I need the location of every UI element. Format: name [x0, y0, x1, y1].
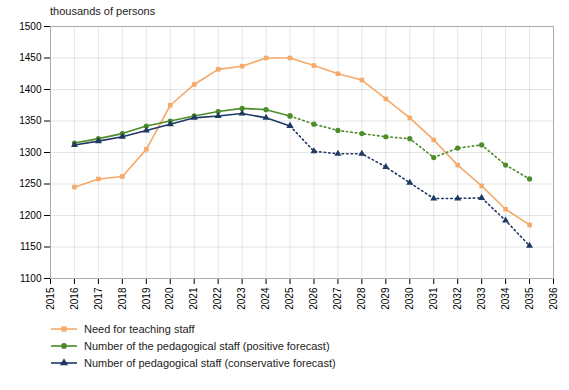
svg-text:1400: 1400 [19, 84, 42, 95]
html-text:Need for teaching staff: Need for teaching staff [84, 322, 195, 335]
svg-text:2028: 2028 [356, 287, 367, 310]
svg-text:2032: 2032 [452, 287, 463, 310]
svg-text:2021: 2021 [188, 287, 199, 310]
svg-text:2015: 2015 [45, 287, 56, 310]
svg-text:2033: 2033 [476, 287, 487, 310]
svg-text:1500: 1500 [19, 21, 42, 32]
svg-text:2035: 2035 [524, 287, 535, 310]
svg-text:2024: 2024 [260, 287, 271, 310]
html-text:Number of the pedagogical staf: Number of the pedagogical staff (positiv… [84, 339, 330, 352]
html-text:Number of pedagogical staff (c: Number of pedagogical staff (conservativ… [84, 356, 336, 369]
svg-text:2017: 2017 [93, 287, 104, 310]
svg-text:2018: 2018 [117, 287, 128, 310]
svg-text:1450: 1450 [19, 52, 42, 63]
svg-text:1300: 1300 [19, 147, 42, 158]
svg-text:2026: 2026 [308, 287, 319, 310]
svg-text:2034: 2034 [500, 287, 511, 310]
svg-text:1100: 1100 [20, 273, 42, 284]
svg-text:2023: 2023 [236, 287, 247, 310]
svg-text:2020: 2020 [164, 287, 175, 310]
svg-text:2019: 2019 [141, 287, 152, 310]
svg-text:2036: 2036 [548, 287, 559, 310]
svg-text:2016: 2016 [69, 287, 80, 310]
svg-text:2022: 2022 [212, 287, 223, 310]
svg-text:2025: 2025 [284, 287, 295, 310]
svg-text:2031: 2031 [428, 287, 439, 310]
svg-text:1200: 1200 [19, 210, 42, 221]
svg-text:1150: 1150 [20, 241, 42, 252]
svg-text:2027: 2027 [332, 287, 343, 310]
svg-text:2029: 2029 [380, 287, 391, 310]
svg-text:2030: 2030 [404, 287, 415, 310]
svg-text:1350: 1350 [19, 115, 42, 126]
html-text:thousands of persons: thousands of persons [50, 5, 156, 17]
svg-text:1250: 1250 [19, 178, 42, 189]
